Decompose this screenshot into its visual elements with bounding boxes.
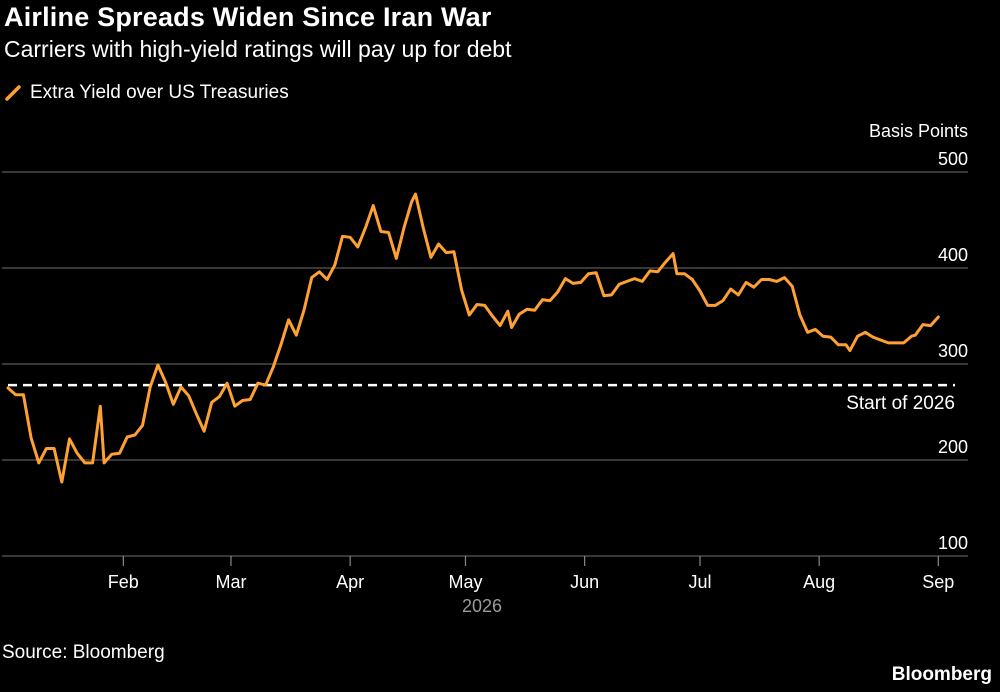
- y-tick-label: 500: [938, 149, 968, 169]
- y-tick-label: 200: [938, 437, 968, 457]
- x-tick-label: Aug: [803, 572, 835, 592]
- chart-subtitle: Carriers with high-yield ratings will pa…: [4, 36, 512, 62]
- y-tick-label: 400: [938, 245, 968, 265]
- x-tick-label: Apr: [336, 572, 364, 592]
- y-axis-label: Basis Points: [869, 121, 968, 141]
- brand-logo: Bloomberg: [891, 664, 992, 685]
- source-note: Source: Bloomberg: [2, 642, 165, 663]
- legend-label: Extra Yield over US Treasuries: [30, 82, 289, 103]
- y-tick-label: 300: [938, 341, 968, 361]
- legend: Extra Yield over US Treasuries: [4, 82, 289, 104]
- x-axis: Feb Mar Apr May Jun Jul Aug Sep 2026: [108, 556, 954, 616]
- y-axis: 100 200 300 400 500 Basis Points: [869, 121, 968, 553]
- chart-title: Airline Spreads Widen Since Iran War: [4, 2, 492, 32]
- y-tick-label: 100: [938, 533, 968, 553]
- x-tick-label: Feb: [108, 572, 139, 592]
- series-group: [6, 192, 940, 484]
- x-tick-label: Jun: [570, 572, 599, 592]
- x-tick-label: May: [448, 572, 482, 592]
- x-tick-label: Jul: [688, 572, 711, 592]
- legend-line-icon: [5, 85, 21, 101]
- reference-line-label: Start of 2026: [846, 393, 955, 414]
- grid-lines: [2, 171, 968, 557]
- x-axis-year-label: 2026: [462, 596, 502, 616]
- x-tick-label: Sep: [922, 572, 954, 592]
- series-line: [6, 192, 940, 484]
- x-tick-label: Mar: [215, 572, 246, 592]
